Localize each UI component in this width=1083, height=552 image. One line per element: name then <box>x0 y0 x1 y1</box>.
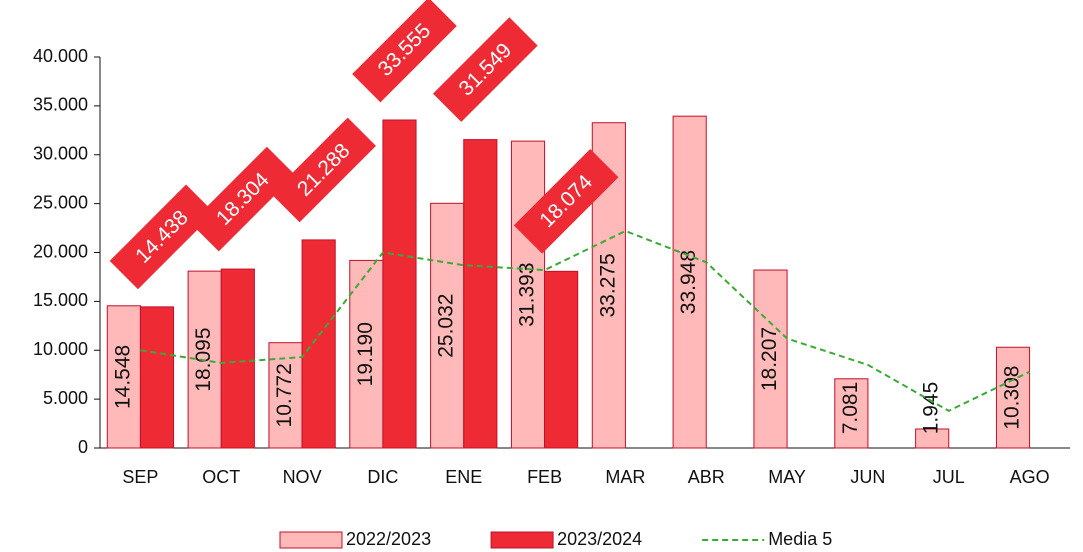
x-tick-label: OCT <box>202 467 240 487</box>
x-tick-label: ENE <box>445 467 482 487</box>
x-tick-label: SEP <box>122 467 158 487</box>
y-tick-label: 10.000 <box>33 339 88 359</box>
value-label: 7.081 <box>839 382 862 435</box>
x-tick-label: ABR <box>688 467 725 487</box>
y-tick-label: 15.000 <box>33 290 88 310</box>
value-label: 18.207 <box>758 327 781 391</box>
bar <box>106 305 141 449</box>
y-tick-label: 35.000 <box>33 95 88 115</box>
bar <box>220 268 255 449</box>
x-tick-label: MAY <box>768 467 806 487</box>
value-label: 14.548 <box>111 345 134 409</box>
x-tick-label: AGO <box>1010 467 1050 487</box>
y-tick-label: 40.000 <box>33 46 88 66</box>
y-tick-label: 25.000 <box>33 192 88 212</box>
bar <box>463 139 498 449</box>
x-tick-label: JUL <box>933 467 965 487</box>
value-label: 33.948 <box>677 250 700 314</box>
legend-label: 2023/2024 <box>557 529 642 549</box>
bar <box>834 378 869 449</box>
label-box <box>271 117 376 223</box>
bar <box>995 346 1031 449</box>
label-box <box>432 17 538 122</box>
legend-label: 2022/2023 <box>346 529 431 549</box>
x-tick-label: DIC <box>367 467 398 487</box>
y-tick-label: 5.000 <box>43 388 88 408</box>
value-label: 19.190 <box>354 322 377 386</box>
x-tick-label: MAR <box>605 467 645 487</box>
label-box <box>513 149 619 254</box>
y-tick-label: 20.000 <box>33 241 88 261</box>
bar <box>915 428 950 449</box>
value-label: 33.275 <box>596 253 619 317</box>
x-tick-label: JUN <box>850 467 885 487</box>
bar <box>382 119 417 449</box>
value-label: 25.032 <box>435 294 458 358</box>
bar <box>753 269 788 449</box>
x-tick-label: NOV <box>283 467 322 487</box>
y-tick-label: 0 <box>78 437 88 457</box>
line <box>140 229 1031 412</box>
bar <box>349 259 384 449</box>
legend-swatch <box>279 531 343 549</box>
bar <box>139 306 175 449</box>
label-box <box>109 184 215 290</box>
label-box <box>190 146 296 252</box>
x-tick-label: FEB <box>527 467 562 487</box>
y-tick-label: 30.000 <box>33 144 88 164</box>
bar <box>544 270 579 449</box>
value-label: 31.393 <box>516 262 539 326</box>
value-label: 10.772 <box>273 363 296 427</box>
label-box <box>352 0 457 103</box>
legend-label: Media 5 <box>768 529 832 549</box>
value-label: 1.945 <box>920 382 943 435</box>
value-label: 10.308 <box>1001 366 1024 430</box>
bar <box>672 115 707 449</box>
bar <box>301 239 336 449</box>
legend-swatch <box>490 531 554 549</box>
